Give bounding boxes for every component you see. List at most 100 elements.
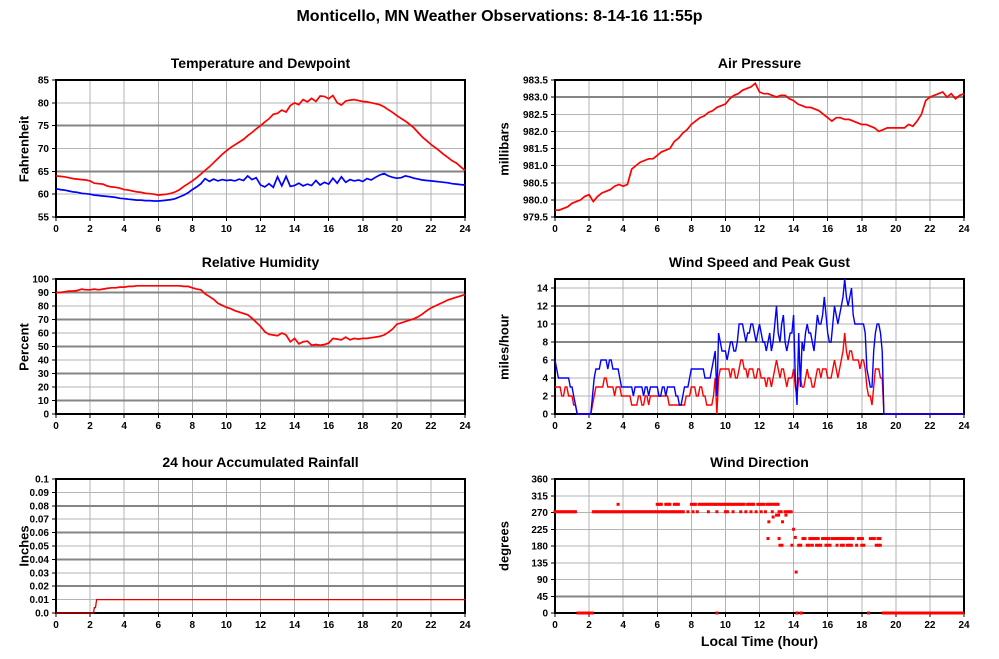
chart-title: Temperature and Dewpoint	[170, 55, 351, 71]
svg-text:20: 20	[890, 421, 902, 432]
svg-text:4: 4	[542, 374, 548, 385]
svg-text:30: 30	[38, 369, 50, 380]
svg-text:12: 12	[255, 224, 267, 235]
svg-text:4: 4	[620, 421, 626, 432]
svg-text:20: 20	[38, 383, 50, 394]
svg-text:18: 18	[357, 224, 369, 235]
svg-text:0.01: 0.01	[30, 595, 50, 606]
svg-text:14: 14	[289, 224, 301, 235]
svg-text:14: 14	[788, 620, 800, 631]
svg-text:0: 0	[542, 609, 548, 620]
svg-text:0.04: 0.04	[30, 555, 50, 566]
svg-text:20: 20	[890, 224, 902, 235]
svg-text:2: 2	[87, 421, 93, 432]
svg-text:90: 90	[537, 575, 549, 586]
svg-text:0: 0	[552, 421, 558, 432]
svg-text:0: 0	[542, 410, 548, 421]
svg-text:75: 75	[38, 121, 50, 132]
chart-title: Air Pressure	[717, 55, 802, 71]
svg-text:0.02: 0.02	[30, 582, 50, 593]
svg-text:100: 100	[32, 275, 49, 286]
svg-text:16: 16	[822, 620, 834, 631]
svg-text:0.06: 0.06	[30, 528, 50, 539]
svg-text:14: 14	[788, 421, 800, 432]
svg-text:8: 8	[689, 224, 695, 235]
svg-text:60: 60	[38, 190, 50, 201]
svg-text:315: 315	[531, 491, 548, 502]
svg-text:0: 0	[552, 620, 558, 631]
svg-text:80: 80	[38, 302, 50, 313]
svg-text:983.0: 983.0	[523, 93, 548, 104]
svg-text:20: 20	[391, 421, 403, 432]
svg-text:982.0: 982.0	[523, 127, 548, 138]
x-axis-label: Local Time (hour)	[700, 633, 819, 649]
svg-text:6: 6	[654, 620, 660, 631]
svg-text:24: 24	[459, 224, 471, 235]
svg-text:60: 60	[38, 329, 50, 340]
svg-text:983.5: 983.5	[523, 76, 548, 87]
svg-text:16: 16	[822, 421, 834, 432]
svg-text:22: 22	[425, 620, 437, 631]
svg-text:0: 0	[43, 410, 49, 421]
svg-text:0: 0	[53, 421, 59, 432]
svg-text:18: 18	[357, 421, 369, 432]
svg-text:24: 24	[958, 421, 970, 432]
svg-text:10: 10	[720, 620, 732, 631]
svg-text:180: 180	[531, 542, 548, 553]
svg-text:979.5: 979.5	[523, 213, 548, 224]
svg-text:18: 18	[856, 224, 868, 235]
svg-text:12: 12	[537, 302, 549, 313]
svg-text:0.1: 0.1	[35, 475, 49, 486]
svg-text:0: 0	[53, 620, 59, 631]
svg-text:0.07: 0.07	[30, 515, 50, 526]
svg-text:135: 135	[531, 558, 548, 569]
svg-text:80: 80	[38, 98, 50, 109]
svg-text:90: 90	[38, 288, 50, 299]
svg-text:18: 18	[357, 620, 369, 631]
svg-text:18: 18	[856, 620, 868, 631]
svg-text:982.5: 982.5	[523, 110, 548, 121]
svg-text:0: 0	[552, 224, 558, 235]
chart-title: Wind Direction	[710, 454, 809, 470]
svg-text:270: 270	[531, 508, 548, 519]
svg-text:16: 16	[323, 421, 335, 432]
svg-text:50: 50	[38, 342, 50, 353]
svg-text:6: 6	[654, 224, 660, 235]
svg-text:12: 12	[754, 421, 766, 432]
svg-text:40: 40	[38, 356, 50, 367]
svg-text:12: 12	[754, 620, 766, 631]
svg-text:6: 6	[654, 421, 660, 432]
svg-text:16: 16	[323, 620, 335, 631]
svg-text:16: 16	[323, 224, 335, 235]
svg-text:8: 8	[190, 421, 196, 432]
wind-direction-plot: 0 2 4 6 8 10 12 14 16 18 20 22 240459013518022527031…	[531, 475, 970, 632]
chart-title: Relative Humidity	[201, 254, 320, 270]
svg-text:8: 8	[190, 224, 196, 235]
svg-text:4: 4	[620, 620, 626, 631]
svg-text:20: 20	[391, 620, 403, 631]
svg-text:2: 2	[87, 224, 93, 235]
svg-text:24: 24	[958, 224, 970, 235]
air-pressure-plot: 0 2 4 6 8 10 12 14 16 18 20 22 24979.5980.0980.5981.…	[523, 76, 970, 236]
svg-text:0.09: 0.09	[30, 488, 50, 499]
svg-text:360: 360	[531, 475, 548, 486]
svg-text:14: 14	[289, 620, 301, 631]
svg-text:70: 70	[38, 315, 50, 326]
svg-text:22: 22	[924, 224, 936, 235]
svg-text:981.5: 981.5	[523, 144, 548, 155]
svg-text:6: 6	[155, 421, 161, 432]
svg-text:20: 20	[890, 620, 902, 631]
svg-text:4: 4	[121, 421, 127, 432]
svg-text:65: 65	[38, 167, 50, 178]
svg-text:2: 2	[542, 392, 548, 403]
svg-text:14: 14	[537, 284, 549, 295]
chart-title: Wind Speed and Peak Gust	[668, 254, 851, 270]
svg-text:22: 22	[425, 421, 437, 432]
svg-text:6: 6	[542, 356, 548, 367]
accumulated-rainfall-plot: 0 2 4 6 8 10 12 14 16 18 20 22 240.00.010.020.030.04…	[30, 475, 471, 632]
svg-text:16: 16	[822, 224, 834, 235]
